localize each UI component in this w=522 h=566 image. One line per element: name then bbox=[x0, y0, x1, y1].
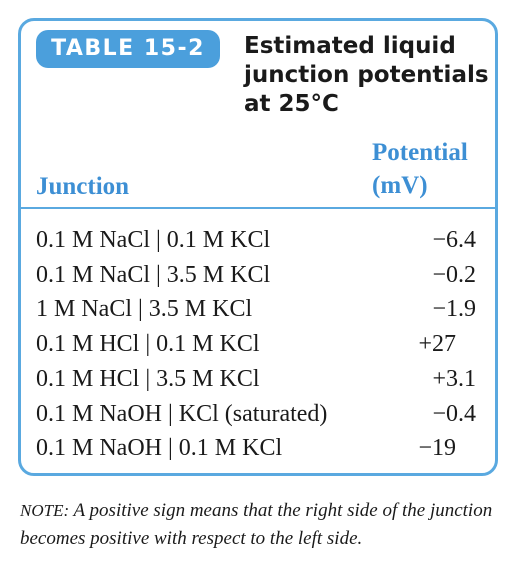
title-line: at 25°C bbox=[244, 91, 339, 117]
potential-cell: +3.1 bbox=[432, 365, 476, 392]
junction-cell: 1 M NaCl | 3.5 M KCl bbox=[36, 296, 253, 323]
junction-cell: 0.1 M HCl | 0.1 M KCl bbox=[36, 331, 260, 358]
title-line: Estimated liquid bbox=[244, 33, 456, 59]
column-header: Junction bbox=[36, 173, 130, 200]
table-badge: TABLE 15-2 bbox=[36, 30, 220, 68]
header-rule bbox=[21, 207, 495, 209]
junction-cell: 0.1 M NaCl | 0.1 M KCl bbox=[36, 227, 271, 253]
table-row: 0.1 M HCl | 0.1 M KCl +27 bbox=[36, 327, 476, 361]
title-line: junction potentials bbox=[244, 62, 489, 88]
potential-cell: −0.4 bbox=[432, 400, 476, 427]
table-row: 0.1 M NaCl | 0.1 M KCl −6.4 bbox=[36, 223, 476, 257]
table-row: 0.1 M NaOH | KCl (saturated) −0.4 bbox=[36, 397, 476, 431]
table-row: 0.1 M NaOH | 0.1 M KCl −19 bbox=[36, 431, 476, 465]
potential-cell: −6.4 bbox=[432, 227, 476, 253]
note-label: NOTE: bbox=[20, 501, 70, 520]
junction-cell: 0.1 M NaOH | 0.1 M KCl bbox=[36, 435, 283, 462]
table-title: Estimated liquid junction potentials at … bbox=[244, 32, 489, 119]
junction-cell: 0.1 M NaOH | KCl (saturated) bbox=[36, 400, 328, 427]
note-text: A positive sign means that the right sid… bbox=[20, 500, 493, 549]
junction-cell: 0.1 M NaCl | 3.5 M KCl bbox=[36, 261, 271, 288]
potential-cell: −0.2 bbox=[432, 261, 476, 288]
table-row: 1 M NaCl | 3.5 M KCl −1.9 bbox=[36, 292, 476, 326]
junction-cell: 0.1 M HCl | 3.5 M KCl bbox=[36, 365, 260, 392]
table-row: 0.1 M HCl | 3.5 M KCl +3.1 bbox=[36, 362, 476, 396]
potential-cell: −19 bbox=[418, 435, 456, 462]
column-header: Potential (mV) bbox=[372, 136, 468, 202]
header-line: Potential bbox=[372, 139, 468, 166]
table-frame bbox=[18, 18, 498, 476]
table-row: 0.1 M NaCl | 3.5 M KCl −0.2 bbox=[36, 258, 476, 292]
header-line: (mV) bbox=[372, 172, 428, 199]
potential-cell: −1.9 bbox=[432, 296, 476, 323]
table-note: NOTE: A positive sign means that the rig… bbox=[20, 497, 500, 553]
potential-cell: +27 bbox=[418, 331, 456, 358]
